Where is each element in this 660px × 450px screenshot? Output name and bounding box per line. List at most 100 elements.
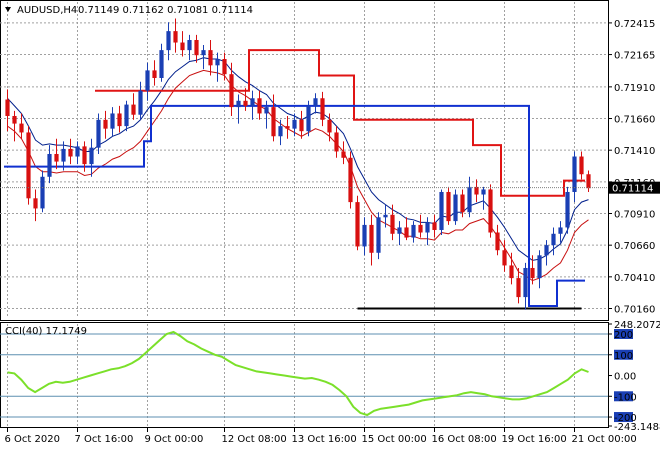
candle-body xyxy=(355,202,360,247)
candles-group xyxy=(5,18,591,310)
candle xyxy=(299,110,304,139)
candle xyxy=(334,126,339,158)
candle-body xyxy=(474,186,479,195)
candle-body xyxy=(215,58,220,66)
candle xyxy=(103,110,108,139)
candle xyxy=(530,255,535,285)
candle-body xyxy=(432,222,437,230)
cci-line xyxy=(7,330,589,417)
candle-body xyxy=(509,265,514,279)
candle xyxy=(523,262,528,310)
dropdown-triangle-icon[interactable] xyxy=(5,7,11,12)
candle-body xyxy=(47,153,52,177)
current-price-box xyxy=(609,181,660,194)
candle xyxy=(565,186,570,234)
candle xyxy=(159,43,164,82)
candle xyxy=(19,113,24,139)
price-tick-label: 0.70160 xyxy=(614,305,655,316)
candle xyxy=(558,221,563,243)
cci-tick-label: -200 xyxy=(614,413,637,424)
candle xyxy=(446,186,451,225)
candle xyxy=(362,217,367,256)
price-tick-label: 0.72415 xyxy=(614,19,655,30)
candle-body xyxy=(33,198,38,209)
candle-body xyxy=(495,232,500,251)
cci-level-badge xyxy=(614,391,633,402)
candle xyxy=(551,227,556,256)
candle-body xyxy=(390,214,395,234)
candle xyxy=(173,18,178,53)
time-tick-label: 6 Oct 2020 xyxy=(5,434,60,445)
ohlc-values: 0.71149 0.71162 0.71081 0.71114 xyxy=(78,5,253,16)
candle xyxy=(40,170,45,213)
candle xyxy=(474,179,479,203)
candle xyxy=(355,195,360,251)
candle-body xyxy=(278,126,283,137)
candle xyxy=(82,141,87,172)
candle-body xyxy=(222,58,227,75)
candle-body xyxy=(446,191,451,222)
candle xyxy=(33,189,38,222)
candle-body xyxy=(397,227,402,234)
candle xyxy=(180,31,185,57)
candle-body xyxy=(341,151,346,158)
cci-header: CCI(40) 17.1749 xyxy=(5,326,87,337)
candle-body xyxy=(502,250,507,266)
cci-level-badge xyxy=(614,349,633,360)
cci-pane-frame xyxy=(0,322,609,428)
candle xyxy=(411,221,416,243)
candle xyxy=(495,224,500,256)
price-tick-label: 0.71660 xyxy=(614,115,655,126)
candle-body xyxy=(467,186,472,213)
candle-body xyxy=(523,267,528,298)
candle-body xyxy=(124,104,129,127)
candle-body xyxy=(61,148,66,162)
candle-body xyxy=(376,217,381,253)
candle xyxy=(369,214,374,266)
time-tick-label: 9 Oct 00:00 xyxy=(145,434,204,445)
candle-body xyxy=(96,119,101,148)
time-tick-label: 19 Oct 16:00 xyxy=(502,434,567,445)
candle xyxy=(579,151,584,180)
price-tick-label: 0.71410 xyxy=(614,146,655,157)
candle-body xyxy=(243,100,248,106)
candle xyxy=(68,138,73,165)
candle xyxy=(26,126,31,205)
time-axis: 6 Oct 2020 7 Oct 16:00 9 Oct 00:00 12 Oct 0… xyxy=(5,428,637,445)
candle-body xyxy=(299,119,304,132)
price-tick-label: 0.70910 xyxy=(614,210,655,221)
candle-body xyxy=(551,233,556,246)
candle-body xyxy=(40,176,45,209)
candle xyxy=(397,221,402,246)
candle xyxy=(222,52,227,81)
time-tick-label: 7 Oct 16:00 xyxy=(75,434,134,445)
cci-level-badge xyxy=(614,412,633,423)
candle-body xyxy=(348,157,353,203)
candle xyxy=(383,204,388,228)
time-tick-label: 21 Oct 00:00 xyxy=(572,434,637,445)
candle xyxy=(236,94,241,124)
candle xyxy=(124,100,129,132)
cci-tick-label: 100 xyxy=(614,351,633,362)
candle xyxy=(187,34,192,61)
candle-body xyxy=(418,224,423,233)
candle xyxy=(502,240,507,272)
candle-body xyxy=(236,100,241,108)
candle xyxy=(54,138,59,170)
candle-body xyxy=(250,98,255,106)
candle-body xyxy=(362,224,367,247)
candle-body xyxy=(103,119,108,129)
time-tick-label: 15 Oct 00:00 xyxy=(362,434,427,445)
candle xyxy=(376,212,381,260)
candle xyxy=(89,138,94,177)
candle xyxy=(208,39,213,76)
candle-body xyxy=(285,126,290,129)
candle-body xyxy=(411,224,416,238)
candle-body xyxy=(152,70,157,78)
candle xyxy=(327,113,332,142)
candle-body xyxy=(180,42,185,51)
candle-body xyxy=(173,31,178,43)
candle xyxy=(390,204,395,241)
candle-body xyxy=(306,105,311,132)
candle xyxy=(425,217,430,246)
